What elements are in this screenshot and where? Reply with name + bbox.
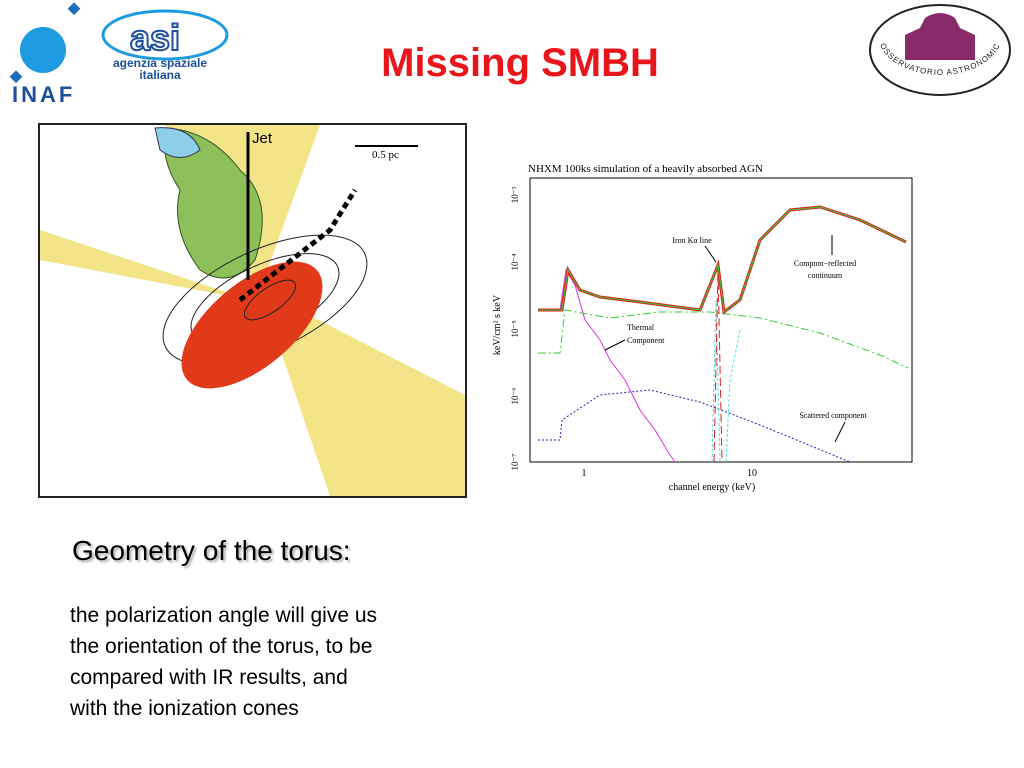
continuum-curve <box>538 309 909 369</box>
scattered-curve <box>538 389 851 463</box>
asi-orbit <box>101 9 229 61</box>
section-heading: Geometry of the torus: <box>72 535 351 566</box>
model-curve <box>538 206 907 313</box>
thermal-curve <box>559 268 676 463</box>
y-tick-label: 10⁻³ <box>510 186 520 203</box>
annotation: Iron Kα line <box>672 236 712 245</box>
x-tick-label: 1 <box>582 468 587 479</box>
scale-label: 0.5 pc <box>372 149 399 161</box>
annotation: Component <box>627 336 665 345</box>
green-emission <box>163 127 263 279</box>
body-line: the polarization angle will give us <box>70 604 377 627</box>
contour <box>243 279 297 321</box>
y-tick-label: 10⁻⁶ <box>510 388 520 405</box>
torus <box>181 261 323 389</box>
y-tick-label: 10⁻⁴ <box>510 254 520 271</box>
slide-title: Missing SMBH <box>381 41 659 85</box>
blue-emission <box>154 127 201 158</box>
y-tick-label: 10⁻⁵ <box>510 321 520 338</box>
reflection-curve <box>711 299 741 463</box>
body-line: with the ionization cones <box>69 697 299 720</box>
annotation: Scattered component <box>799 411 867 420</box>
x-axis-label: channel energy (keV) <box>669 482 755 493</box>
iron-line <box>713 269 723 463</box>
ionization-cone <box>260 290 465 496</box>
ionization-cone <box>40 230 250 300</box>
asi-name: agenzia spaziale <box>113 56 207 70</box>
plot-frame <box>529 177 913 463</box>
body-line: compared with IR results, and <box>70 666 348 689</box>
brera-building <box>905 13 975 60</box>
x-tick-label: 10 <box>747 468 757 479</box>
y-tick-label: 10⁻⁷ <box>510 454 520 471</box>
maser-spots <box>238 188 358 302</box>
inaf-diamond <box>67 2 81 16</box>
annotation-pointer <box>704 245 717 263</box>
annotation-pointer <box>604 339 626 351</box>
inaf-circle <box>20 27 66 73</box>
inaf-text: INAF <box>12 82 75 107</box>
body-line: the orientation of the torus, to be <box>70 635 372 658</box>
jet-label: Jet <box>252 130 273 147</box>
annotation: Thermal <box>627 323 655 332</box>
annotation: Compton−reflected <box>794 259 856 268</box>
right-figure-title: NHXM 100ks simulation of a heavily absor… <box>528 163 763 175</box>
asi-text: asi <box>130 17 180 58</box>
annotation-pointer <box>834 421 846 443</box>
annotation: continuum <box>808 271 843 280</box>
y-axis-label: keV/cm² s keV <box>492 294 503 355</box>
asi-name: italiana <box>139 68 181 82</box>
